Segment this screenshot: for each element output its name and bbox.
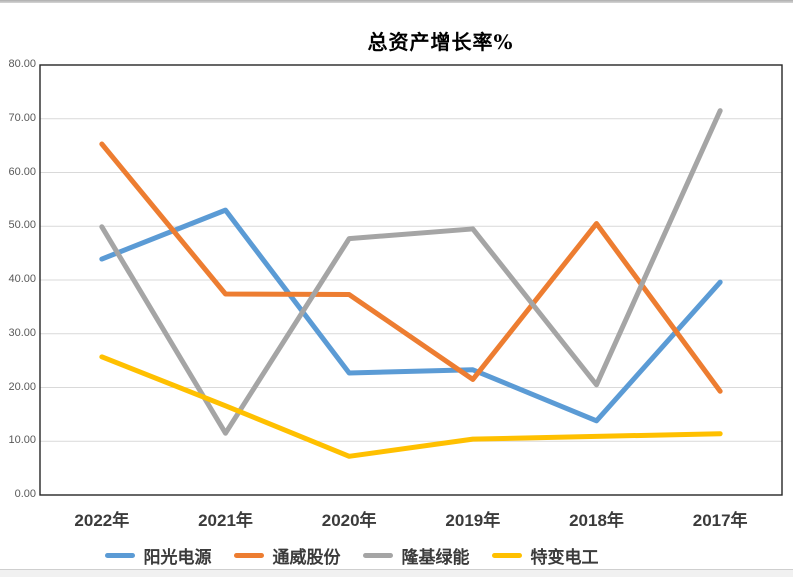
y-tick-label: 50.00: [8, 219, 36, 232]
legend-line-marker-icon: [104, 553, 135, 558]
y-tick-label: 30.00: [8, 326, 36, 339]
legend-label: 通威股份: [272, 548, 341, 567]
y-tick-label: 10.00: [8, 434, 36, 447]
legend-line-marker-icon: [362, 553, 393, 558]
legend-label: 阳光电源: [143, 548, 212, 567]
y-tick-label: 20.00: [8, 380, 36, 393]
series-line-特变电工[interactable]: [99, 354, 723, 459]
legend-item-特变电工[interactable]: 特变电工: [491, 543, 599, 568]
legend-item-通威股份[interactable]: 通威股份: [233, 543, 341, 568]
x-tick-label: 2020年: [321, 511, 377, 530]
series-line-通威股份[interactable]: [99, 141, 723, 394]
legend-line-marker-icon: [233, 553, 264, 558]
x-tick-label: 2018年: [569, 511, 624, 530]
legend-label: 特变电工: [530, 548, 599, 567]
y-tick-label: 70.00: [8, 111, 36, 124]
y-tick-label: 80.00: [8, 58, 36, 70]
x-tick-label: 2019年: [445, 511, 501, 530]
chart-legend: 阳光电源 通威股份 隆基绿能 特变电工: [0, 543, 703, 568]
x-tick-label: 2017年: [692, 511, 748, 530]
x-tick-label: 2021年: [198, 511, 253, 530]
window-bottom-edge: [0, 569, 793, 577]
y-tick-label: 60.00: [8, 165, 36, 178]
chart-title: 总资产增长率%: [367, 30, 514, 54]
legend-label: 隆基绿能: [401, 548, 470, 567]
series-line-阳光电源[interactable]: [99, 207, 723, 424]
window-top-edge: [0, 0, 793, 3]
legend-line-marker-icon: [491, 553, 522, 558]
y-tick-label: 0.00: [14, 488, 36, 500]
plot-border: [39, 64, 783, 496]
y-tick-label: 40.00: [8, 273, 36, 285]
legend-item-隆基绿能[interactable]: 隆基绿能: [362, 543, 470, 568]
legend-item-阳光电源[interactable]: 阳光电源: [104, 543, 212, 568]
x-tick-label: 2022年: [74, 511, 130, 530]
